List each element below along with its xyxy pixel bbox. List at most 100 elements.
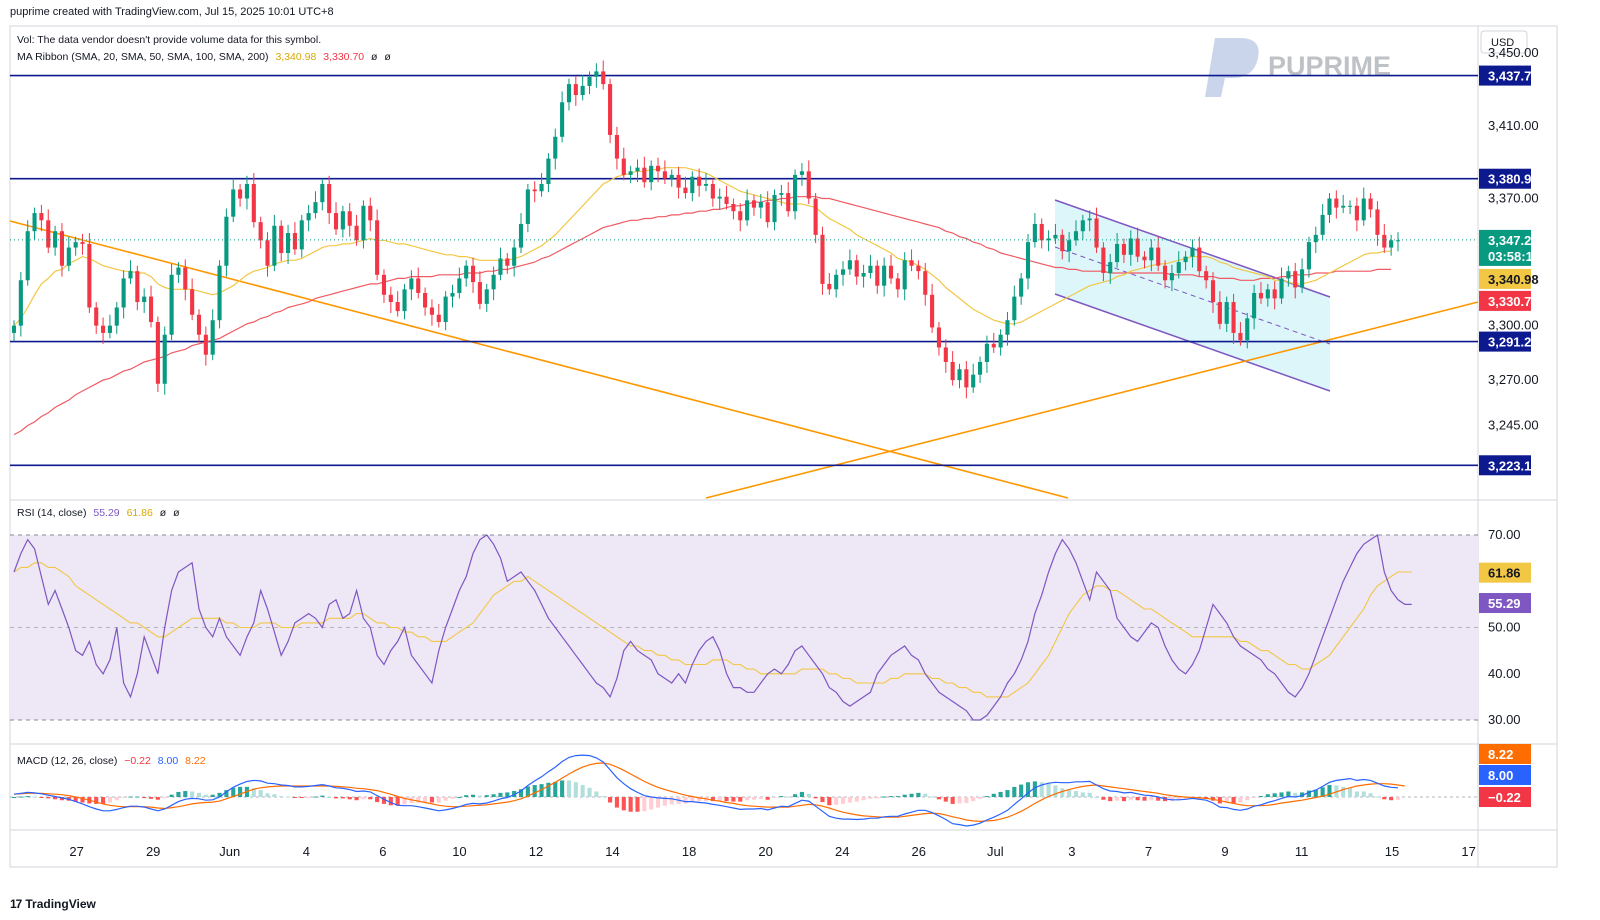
macd-hist-bar — [772, 797, 777, 798]
candle-body — [381, 274, 387, 295]
candle-body — [1019, 278, 1024, 297]
candle-66 — [464, 260, 469, 287]
candle-39 — [279, 220, 284, 262]
candle-28 — [203, 326, 208, 366]
macd-hist-bar — [1080, 792, 1085, 797]
candle-body — [930, 294, 935, 328]
candle-94 — [655, 157, 661, 183]
candle-body — [107, 325, 112, 333]
macd-hist-bar — [642, 797, 647, 812]
currency-button[interactable] — [1480, 30, 1528, 54]
macd-hist-bar — [11, 797, 17, 798]
time-tick-label: 14 — [605, 844, 619, 859]
candle-body — [731, 203, 736, 212]
macd-hist-bar — [1389, 797, 1394, 801]
candle-189 — [1306, 236, 1311, 278]
candle-89 — [621, 147, 626, 181]
tradingview-footer[interactable]: 17 TradingView — [10, 897, 96, 911]
macd-legend-v3: 8.22 — [185, 755, 206, 767]
macd-hist-bar — [1375, 796, 1380, 798]
candle-body — [443, 296, 448, 323]
candle-body — [395, 302, 400, 312]
candle-108 — [751, 194, 757, 216]
candle-61 — [429, 299, 434, 326]
candle-153 — [1060, 229, 1065, 260]
candle-67 — [470, 257, 476, 293]
candle-14 — [107, 314, 112, 339]
macd-hist-bar — [553, 781, 558, 797]
macd-hist-bar — [395, 797, 400, 806]
candle-body — [59, 231, 65, 266]
candle-body — [553, 136, 558, 159]
macd-hist-bar — [991, 793, 996, 797]
candle-body — [217, 265, 222, 321]
macd-hist-bar — [361, 797, 366, 800]
tag-macd-hist-text: −0.22 — [1488, 790, 1521, 805]
candle-13 — [101, 317, 106, 344]
candle-5 — [46, 209, 51, 254]
candle-157 — [1087, 210, 1092, 232]
tag-support-1-text: 3,291.22 — [1488, 335, 1539, 350]
tag-rsi-ma: 61.86 — [1479, 562, 1531, 583]
candle-body — [416, 278, 421, 293]
tradingview-logo-icon: 17 — [10, 897, 22, 911]
candle-body — [1135, 238, 1140, 257]
macd-hist-bar — [751, 797, 757, 800]
candle-body — [1279, 278, 1284, 299]
macd-hist-bar — [1272, 793, 1277, 797]
candle-29 — [210, 309, 215, 361]
candle-body — [882, 265, 887, 286]
macd-hist-bar — [73, 797, 78, 802]
macd-hist-bar — [978, 797, 983, 799]
macd-hist-bar — [388, 797, 393, 806]
candle-body — [279, 225, 284, 254]
macd-legend-v2: 8.00 — [158, 755, 179, 767]
candle-body — [388, 294, 393, 303]
candle-body — [799, 171, 804, 175]
macd-hist-bar — [128, 796, 133, 798]
ma-legend: MA Ribbon (SMA, 20, SMA, 50, SMA, 100, S… — [17, 51, 391, 63]
candle-body — [875, 265, 880, 286]
candle-body — [1300, 269, 1305, 288]
candle-86 — [601, 60, 606, 90]
candle-22 — [162, 326, 167, 395]
candle-56 — [395, 291, 400, 317]
candle-43 — [306, 204, 311, 232]
candle-55 — [388, 286, 393, 313]
candle-190 — [1313, 226, 1318, 254]
candle-26 — [190, 278, 195, 321]
price-tick-label: 3,450.00 — [1488, 45, 1539, 60]
candle-body — [25, 231, 30, 281]
candle-58 — [409, 270, 414, 301]
candle-body — [121, 278, 126, 308]
candle-140 — [971, 363, 976, 393]
macd-hist-bar — [1019, 784, 1024, 797]
tag-support-2-bg — [1479, 455, 1531, 476]
candle-body — [368, 205, 373, 221]
candle-184 — [1272, 281, 1277, 310]
macd-hist-bar — [313, 796, 318, 798]
candle-181 — [1252, 284, 1257, 330]
candle-201 — [1389, 234, 1394, 256]
candle-170 — [1176, 251, 1181, 279]
candle-120 — [834, 269, 839, 298]
candle-33 — [238, 184, 243, 207]
candle-body — [327, 184, 332, 214]
candle-body — [1293, 271, 1298, 288]
candle-132 — [916, 260, 921, 280]
macd-hist-bar — [1286, 791, 1291, 797]
tag-sma50: 3,330.70 — [1479, 290, 1539, 311]
macd-hist-bar — [279, 796, 284, 798]
candle-107 — [745, 189, 750, 226]
candle-body — [320, 184, 325, 203]
candle-20 — [148, 285, 154, 328]
candle-166 — [1149, 239, 1154, 272]
macd-hist-bar — [875, 797, 880, 799]
rsi-legend-v2: 61.86 — [127, 507, 153, 519]
macd-hist-bar — [806, 793, 811, 797]
moving-averages — [13, 167, 1392, 436]
candle-186 — [1286, 265, 1291, 287]
candle-69 — [484, 283, 489, 313]
candle-body — [1087, 218, 1092, 221]
macd-hist-bar — [1395, 797, 1401, 800]
